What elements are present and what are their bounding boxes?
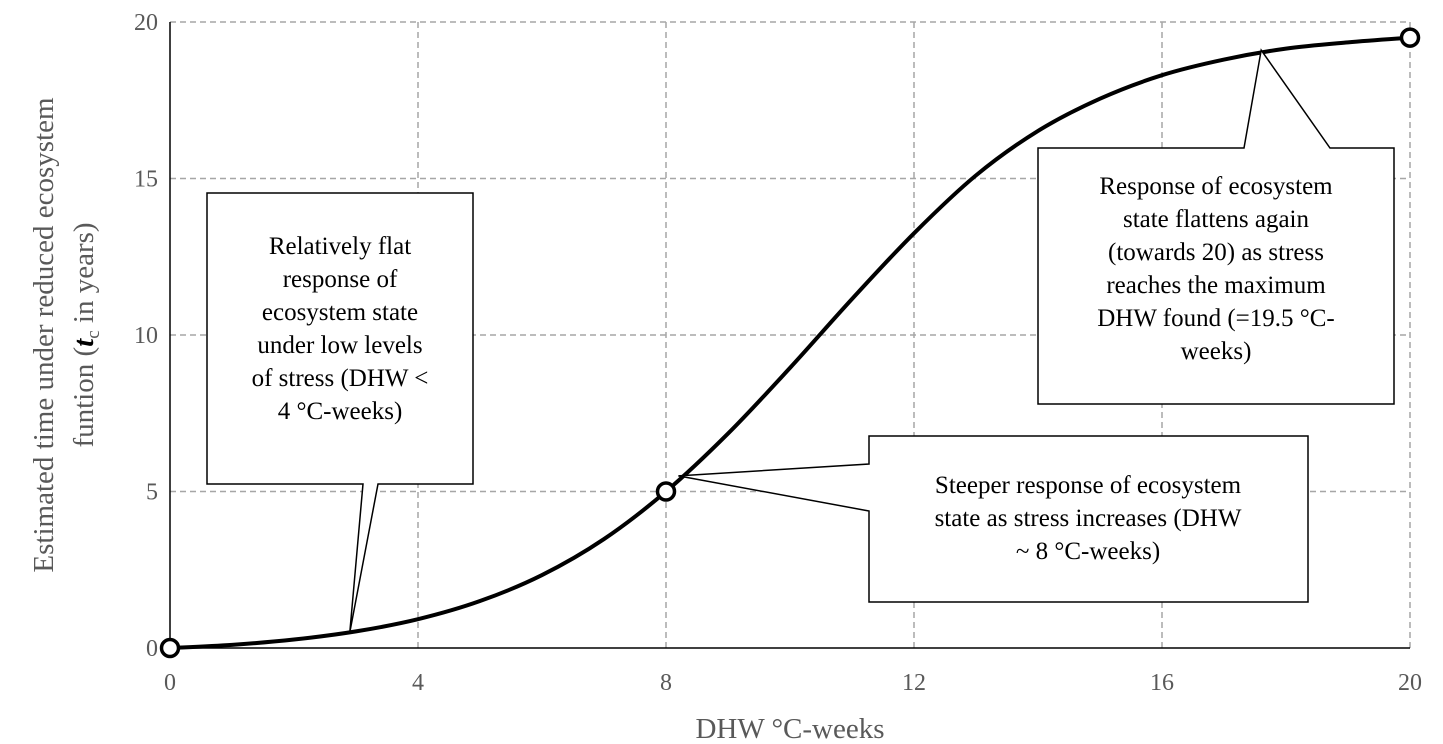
callout-layer: Relatively flat response of ecosystem stat… — [206, 48, 1395, 633]
annotation-callout — [678, 435, 1309, 603]
annotation-text-line: ~ 8 °C-weeks) — [1016, 538, 1160, 565]
annotation-text-line: Response of ecosystem — [1099, 173, 1333, 200]
annotation-text-line: (towards 20) as stress — [1108, 239, 1324, 266]
annotation-text-line: state as stress increases (DHW — [935, 505, 1242, 532]
annotation-text-line: ecosystem state — [262, 299, 418, 326]
series-line — [169, 35, 1411, 650]
curve-layer — [169, 35, 1411, 650]
x-axis-label: DHW °C-weeks — [695, 713, 884, 744]
annotation-text-line: weeks) — [1181, 338, 1252, 365]
y-tick-label: 15 — [134, 167, 158, 193]
annotation-text-line: reaches the maximum — [1106, 272, 1326, 299]
annotation-text-line: response of — [283, 266, 398, 293]
x-tick-label: 0 — [164, 670, 176, 696]
annotation-text-line: Relatively flat — [269, 233, 411, 260]
annotation-callout — [206, 192, 474, 633]
annotation-callout — [1037, 48, 1395, 405]
annotation-text-line: Steeper response of ecosystem — [935, 472, 1242, 499]
x-tick-label: 16 — [1150, 670, 1174, 696]
annotation-text-line: 4 °C-weeks) — [278, 398, 403, 425]
data-point-marker — [159, 637, 181, 659]
tick-layer: 0 4 8 12 16 20 0 5 10 15 20 — [134, 10, 1422, 696]
y-tick-label: 10 — [134, 323, 158, 349]
y-axis-label: Estimated time under reduced ecosystem f… — [28, 97, 104, 573]
marker-layer — [159, 27, 1421, 659]
y-axis-label-line2: funtion (tc in years) — [68, 222, 104, 447]
annotation-text-line: state flattens again — [1123, 206, 1310, 233]
data-point-marker — [655, 481, 677, 502]
y-tick-label: 5 — [146, 480, 158, 506]
annotation-text-line: under low levels — [257, 332, 422, 359]
x-tick-label: 12 — [902, 670, 926, 696]
data-point-marker — [1399, 27, 1421, 48]
x-tick-label: 20 — [1398, 670, 1422, 696]
x-tick-label: 8 — [660, 670, 672, 696]
annotation-text-line: DHW found (=19.5 °C- — [1097, 305, 1335, 332]
y-tick-label: 20 — [134, 10, 158, 36]
y-axis-label-line1: Estimated time under reduced ecosystem — [28, 97, 60, 573]
annotation-text-line: of stress (DHW < — [252, 365, 429, 392]
x-tick-label: 4 — [412, 670, 424, 696]
y-tick-label: 0 — [146, 636, 158, 662]
